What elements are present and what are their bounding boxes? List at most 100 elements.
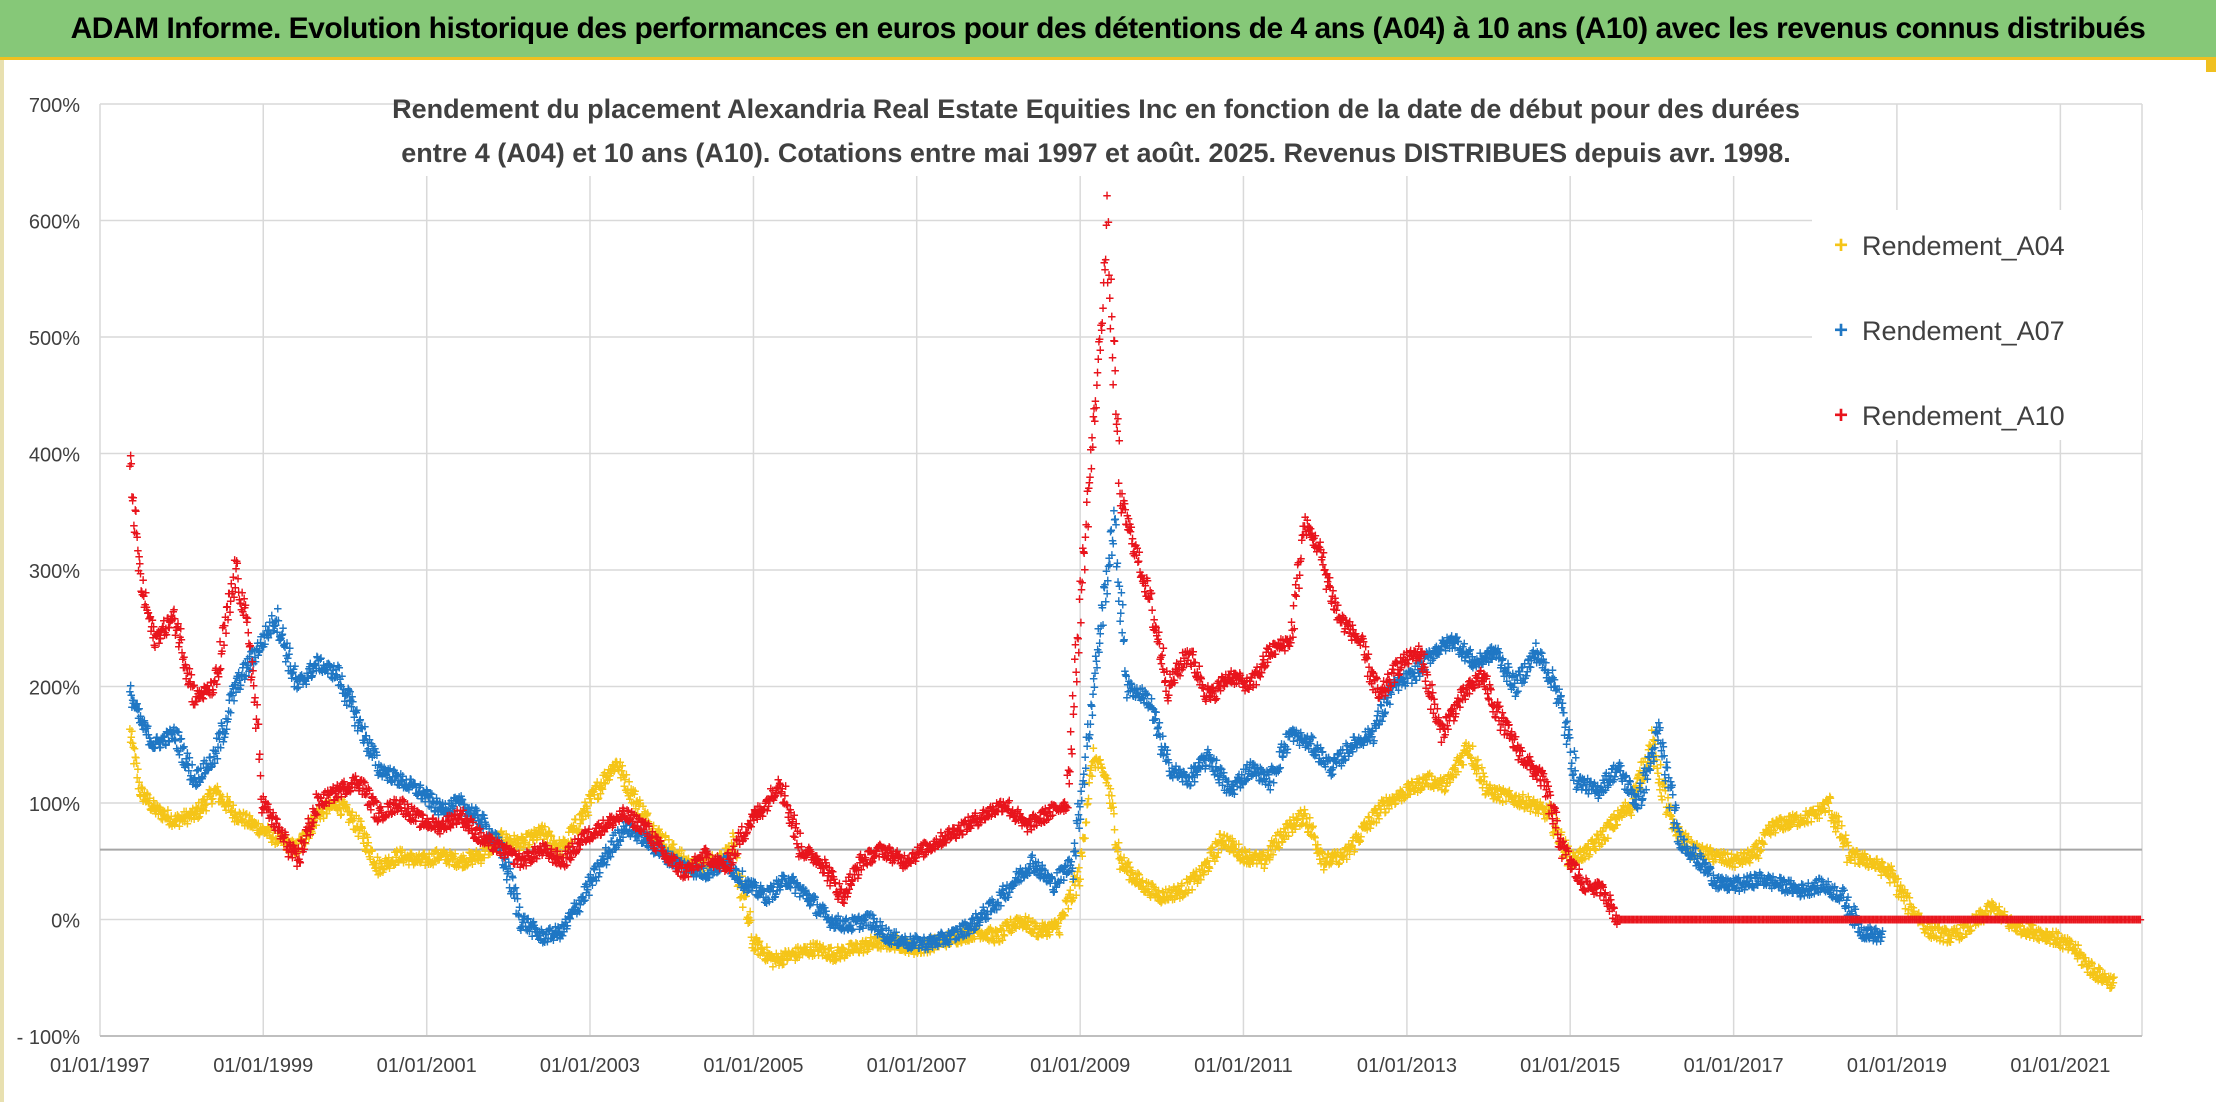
data-point: + — [363, 830, 373, 844]
data-point: + — [293, 846, 303, 860]
data-point: + — [366, 842, 376, 856]
data-point: + — [519, 840, 529, 854]
data-point: + — [340, 799, 350, 813]
data-point: + — [241, 816, 251, 830]
data-point: + — [430, 844, 440, 858]
data-point: + — [295, 832, 305, 846]
data-point: + — [159, 805, 169, 819]
data-point: + — [500, 836, 510, 850]
data-point: + — [492, 828, 502, 842]
data-point: + — [522, 827, 532, 841]
data-point: + — [233, 814, 243, 828]
data-point: + — [375, 866, 385, 880]
data-point: + — [549, 834, 559, 848]
data-point: + — [477, 851, 487, 865]
data-point: + — [311, 818, 321, 832]
data-point: + — [746, 913, 756, 927]
data-point: + — [386, 855, 396, 869]
data-point: + — [290, 847, 300, 861]
data-point: + — [309, 813, 319, 827]
data-point: + — [201, 803, 211, 817]
data-point: + — [481, 839, 491, 853]
data-point: + — [210, 782, 220, 796]
data-point: + — [294, 832, 304, 846]
data-point: + — [227, 804, 237, 818]
data-point: + — [307, 826, 317, 840]
data-point: + — [440, 846, 450, 860]
data-point: + — [530, 826, 540, 840]
data-point: + — [423, 852, 433, 866]
data-point: + — [324, 802, 334, 816]
data-point: + — [161, 810, 171, 824]
x-axis-tick-labels: 01/01/1997 01/01/1999 01/01/2001 01/01/2003… — [50, 1055, 2110, 1077]
data-point: + — [155, 802, 165, 816]
data-point: + — [468, 847, 478, 861]
data-point: + — [224, 799, 234, 813]
data-point: + — [367, 843, 377, 857]
data-point: + — [518, 831, 528, 845]
data-point: + — [492, 838, 502, 852]
data-point: + — [214, 795, 224, 809]
data-point: + — [390, 857, 400, 871]
data-point: + — [182, 817, 192, 831]
data-point: + — [186, 806, 196, 820]
data-point: + — [417, 849, 427, 863]
data-point: + — [249, 815, 259, 829]
data-point: + — [296, 832, 306, 846]
data-point: + — [244, 814, 254, 828]
data-point: + — [542, 829, 552, 843]
data-point: + — [553, 843, 563, 857]
data-point: + — [365, 852, 375, 866]
data-point: + — [361, 828, 371, 842]
data-point: + — [402, 851, 412, 865]
data-point: + — [369, 854, 379, 868]
data-point: + — [212, 779, 222, 793]
data-point: + — [214, 788, 224, 802]
data-point: + — [285, 842, 295, 856]
data-point: + — [315, 812, 325, 826]
data-point: + — [126, 730, 136, 744]
data-point: + — [309, 809, 319, 823]
data-point: + — [234, 815, 244, 829]
data-point: + — [557, 848, 567, 862]
data-point: + — [218, 789, 228, 803]
data-point: + — [411, 853, 421, 867]
data-point: + — [192, 804, 202, 818]
data-point: + — [552, 840, 562, 854]
data-point: + — [272, 836, 282, 850]
data-point: + — [293, 844, 303, 858]
data-point: + — [348, 814, 358, 828]
x-tick-label: 01/01/2017 — [1684, 1055, 1784, 1077]
data-point: + — [427, 846, 437, 860]
y-axis-tick-labels: 700%600%500%400%300%200%100%0%- 100% — [17, 95, 81, 1049]
data-point: + — [506, 835, 516, 849]
data-point: + — [325, 793, 335, 807]
data-point: + — [284, 845, 294, 859]
data-point: + — [469, 851, 479, 865]
y-tick-label: 300% — [29, 561, 80, 583]
data-point: + — [575, 816, 585, 830]
data-point: + — [543, 827, 553, 841]
data-point: + — [216, 792, 226, 806]
data-point: + — [434, 850, 444, 864]
data-point: + — [486, 835, 496, 849]
data-point: + — [487, 845, 497, 859]
data-point: + — [399, 852, 409, 866]
data-point: + — [568, 824, 578, 838]
data-point: + — [167, 819, 177, 833]
data-point: + — [421, 851, 431, 865]
data-point: + — [141, 794, 151, 808]
data-point: + — [226, 805, 236, 819]
data-point: + — [473, 848, 483, 862]
data-point: + — [127, 724, 137, 738]
data-point: + — [195, 806, 205, 820]
data-point: + — [222, 790, 232, 804]
data-point: + — [257, 820, 267, 834]
data-point: + — [563, 835, 573, 849]
data-point: + — [537, 819, 547, 833]
data-point: + — [332, 800, 342, 814]
data-point: + — [403, 850, 413, 864]
data-point: + — [332, 803, 342, 817]
data-point: + — [198, 792, 208, 806]
data-point: + — [559, 835, 569, 849]
